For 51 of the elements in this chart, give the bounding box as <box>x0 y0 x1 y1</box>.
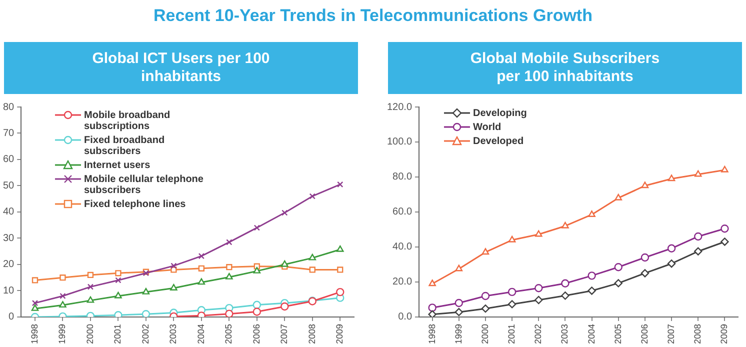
y-tick-label: 40 <box>3 206 15 218</box>
legend-label: World <box>473 122 502 133</box>
chart-title: Global ICT Users per 100 inhabitants <box>4 42 358 94</box>
x-tick-label: 1998 <box>426 324 437 344</box>
x-tick-label: 2009 <box>334 324 345 344</box>
y-tick-label: 100.0 <box>386 136 412 148</box>
x-tick-label: 2005 <box>612 324 623 344</box>
x-tick-label: 2008 <box>306 324 317 344</box>
legend-label: Mobile cellular telephone subscribers <box>84 174 204 196</box>
y-tick-label: 0.0 <box>398 312 412 323</box>
legend-label: Fixed telephone lines <box>84 199 186 210</box>
x-tick-label: 2007 <box>666 324 676 344</box>
x-tick-label: 2000 <box>84 324 95 344</box>
y-tick-label: 30 <box>3 232 15 244</box>
x-tick-label: 2007 <box>279 324 290 344</box>
legend-label: Mobile broadband subscriptions <box>84 110 172 132</box>
y-tick-label: 0 <box>8 312 15 323</box>
x-tick-label: 2006 <box>639 324 650 344</box>
x-tick-label: 2003 <box>560 324 570 344</box>
y-tick-label: 60.0 <box>392 206 412 218</box>
y-tick-label: 50 <box>3 180 15 192</box>
y-tick-label: 10 <box>3 285 15 296</box>
legend-label: Developed <box>473 136 524 147</box>
x-tick-label: 1999 <box>453 324 464 344</box>
y-tick-label: 120.0 <box>386 102 412 113</box>
x-tick-label: 1998 <box>29 324 40 344</box>
x-tick-label: 2002 <box>533 324 544 344</box>
x-tick-label: 2005 <box>224 324 234 344</box>
x-tick-label: 1999 <box>57 324 68 344</box>
text: Recent 10-Year Trends in Telecommunications Growth <box>152 6 594 26</box>
y-tick-label: 70 <box>3 128 15 139</box>
y-tick-label: 20 <box>3 259 15 270</box>
x-tick-label: 2003 <box>168 324 178 344</box>
legend-label: Fixed broadband subscribers <box>84 135 166 157</box>
x-tick-label: 2001 <box>112 324 123 344</box>
x-tick-label: 2008 <box>692 324 703 344</box>
x-tick-label: 2004 <box>196 324 206 344</box>
y-tick-label: 20.0 <box>392 276 412 288</box>
x-tick-label: 2002 <box>140 324 150 344</box>
x-tick-label: 2006 <box>251 324 262 344</box>
y-tick-label: 80.0 <box>392 172 412 183</box>
x-tick-label: 2009 <box>719 324 730 344</box>
legend-label: Internet users <box>84 160 150 171</box>
y-tick-label: 40.0 <box>392 242 412 253</box>
y-tick-label: 60 <box>3 154 15 166</box>
legend-label: Developing <box>473 108 527 119</box>
chart-title: Global Mobile Subscribers per 100 inhabitants <box>388 42 742 94</box>
y-tick-label: 80 <box>3 102 15 113</box>
x-tick-label: 2004 <box>586 324 596 344</box>
x-tick-label: 2001 <box>506 324 517 344</box>
x-tick-label: 2000 <box>480 324 490 344</box>
